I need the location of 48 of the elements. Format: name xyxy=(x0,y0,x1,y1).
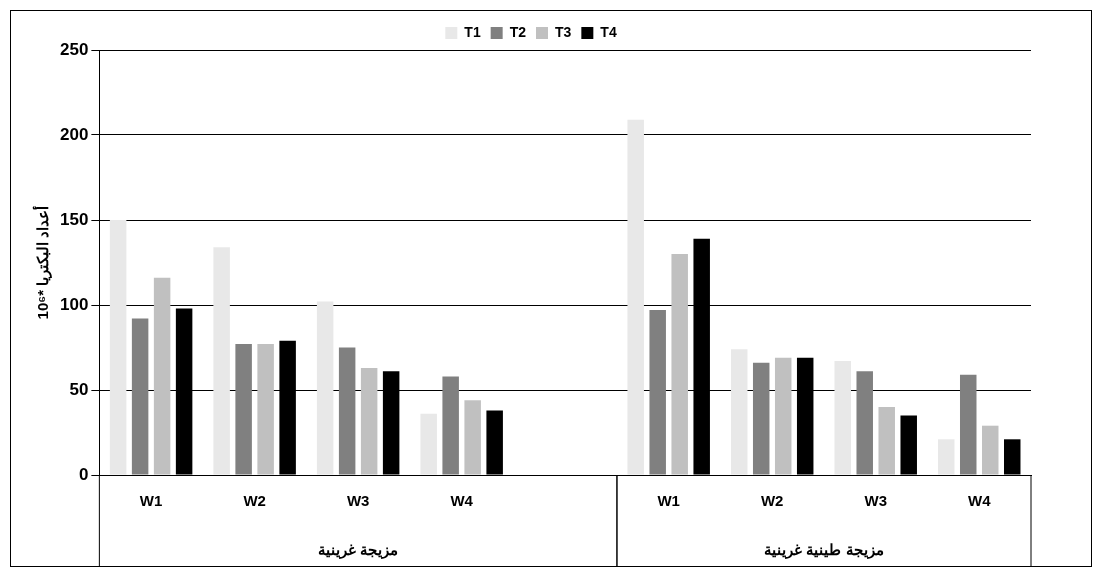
bar xyxy=(153,277,171,475)
bar xyxy=(900,415,917,475)
x-tick-label: W1 xyxy=(139,492,163,510)
legend-label: T3 xyxy=(555,23,572,40)
bar xyxy=(420,413,437,475)
bar xyxy=(627,119,644,475)
x-tick-label: W2 xyxy=(760,492,784,510)
bar xyxy=(109,220,127,475)
y-tick-label: 150 xyxy=(59,209,89,229)
bar xyxy=(442,376,459,475)
text: مزيجة غرينية xyxy=(318,541,399,560)
y-axis-title: أعداد البكتريا *10⁶ xyxy=(32,205,53,320)
bar xyxy=(486,410,503,475)
x-tick-label: W3 xyxy=(346,492,370,510)
bar xyxy=(235,344,252,475)
legend-label: T4 xyxy=(600,23,617,40)
bar xyxy=(1003,439,1021,475)
bar xyxy=(774,357,792,475)
y-tick-label: 0 xyxy=(78,464,89,484)
x-tick-label: W4 xyxy=(450,492,474,510)
x-tick-label: W3 xyxy=(864,492,887,510)
bar xyxy=(938,439,955,475)
bar xyxy=(316,301,334,475)
bar xyxy=(649,310,666,475)
x-tick-label: W4 xyxy=(967,492,992,510)
bar xyxy=(960,374,977,475)
legend-label: T1 xyxy=(464,23,481,40)
bar xyxy=(257,344,274,475)
y-tick-label: 200 xyxy=(59,124,89,144)
bar xyxy=(878,407,895,475)
bar xyxy=(730,349,748,475)
bar xyxy=(752,362,770,475)
bar xyxy=(131,318,149,475)
x-tick-label: W2 xyxy=(243,492,266,510)
bar xyxy=(834,361,851,475)
bar xyxy=(981,425,999,475)
x-tick-label: W1 xyxy=(657,492,680,510)
bar xyxy=(856,371,873,475)
bar xyxy=(338,347,356,475)
bar xyxy=(213,247,230,475)
y-tick-label: 250 xyxy=(59,39,89,59)
legend-label: T2 xyxy=(509,23,527,40)
y-tick-label: 50 xyxy=(69,379,89,399)
bar xyxy=(671,254,688,475)
bar xyxy=(464,400,481,475)
bar xyxy=(360,367,378,475)
y-tick-label: 100 xyxy=(59,294,89,314)
text: مزيجة طينية غرينية xyxy=(764,541,884,560)
